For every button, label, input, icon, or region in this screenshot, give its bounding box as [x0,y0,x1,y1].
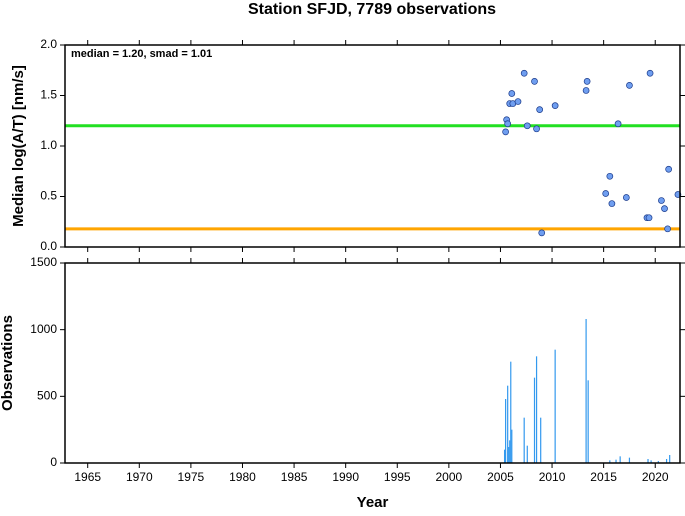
point [658,197,665,204]
bar [609,460,611,463]
y-tick-label: 0 [50,455,57,469]
y-tick-label: 500 [37,389,57,403]
y-tick-label: 1000 [30,322,57,336]
bar [665,459,668,463]
point [504,120,512,128]
bar [587,380,589,463]
bar [511,429,513,463]
bar [535,356,538,463]
y-axis-label: Observations [0,315,16,411]
plot-frame [64,44,681,248]
x-tick-label: 1970 [126,470,153,484]
y-tick-label: 0.5 [40,189,57,203]
x-tick-label: 1985 [281,470,308,484]
x-tick-label: 2000 [436,470,463,484]
point [614,120,622,128]
bar [540,417,542,463]
x-tick-label: 1965 [74,470,101,484]
y-tick-label: 2.0 [40,37,57,51]
point [645,214,653,222]
x-tick-label: 1980 [229,470,256,484]
point [551,102,559,109]
y-tick-label: 1.5 [40,88,57,102]
x-tick-label: 2010 [539,470,566,484]
bar [650,460,652,463]
bar [526,445,528,463]
point [502,128,509,136]
point [646,69,654,77]
point [606,172,614,180]
point [508,90,516,97]
x-tick-label: 1995 [384,470,411,484]
x-tick-label: 1990 [332,470,359,484]
point [608,200,616,207]
chart-title: Station SFJD, 7789 observations [248,1,496,18]
bar [505,399,507,463]
bar [554,349,556,463]
point [583,78,591,85]
point [514,98,522,105]
x-axis-label: Year [357,494,389,511]
point [531,78,538,85]
point [520,69,528,77]
bar [523,417,525,463]
bar [619,456,621,463]
point [664,225,671,233]
bar [585,319,587,463]
point [538,229,546,237]
bar [510,361,512,463]
y-tick-label: 1.0 [40,138,57,152]
bar [509,440,511,463]
x-tick-label: 2005 [487,470,514,484]
bar [657,461,659,463]
x-tick-label: 1975 [178,470,205,484]
point [582,87,590,94]
point [523,122,531,130]
point [533,125,540,133]
y-tick-label: 0.0 [40,239,57,253]
bar [628,457,631,463]
bar [507,385,509,463]
point [626,82,633,89]
x-tick-label: 2020 [642,470,669,484]
annotation: median = 1.20, smad = 1.01 [71,48,212,60]
point [661,205,668,212]
bar [615,459,617,463]
bar [533,377,536,463]
bar [647,459,649,463]
point [665,165,672,173]
y-axis-label: Median log(A/T) [nm/s] [10,65,27,227]
bar [508,447,510,463]
bar [669,455,671,463]
point [622,194,630,201]
y-tick-label: 1500 [30,255,57,269]
plot-frame [64,262,681,464]
point [536,106,544,113]
bar [503,449,506,463]
x-tick-label: 2015 [590,470,617,484]
point [602,190,610,197]
